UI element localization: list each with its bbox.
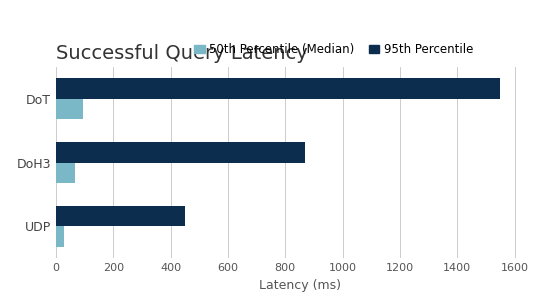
Text: Successful Query Latency: Successful Query Latency: [56, 43, 308, 63]
Bar: [56, 163, 74, 183]
Bar: [56, 226, 64, 247]
Legend: 50th Percentile (Median), 95th Percentile: 50th Percentile (Median), 95th Percentil…: [189, 38, 478, 61]
Bar: [56, 78, 500, 99]
Bar: [56, 142, 305, 163]
Bar: [56, 206, 185, 226]
X-axis label: Latency (ms): Latency (ms): [259, 279, 340, 292]
Bar: [56, 99, 83, 119]
